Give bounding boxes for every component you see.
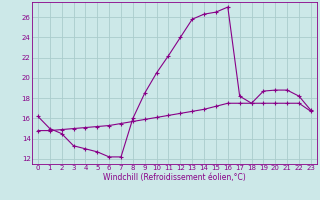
X-axis label: Windchill (Refroidissement éolien,°C): Windchill (Refroidissement éolien,°C) xyxy=(103,173,246,182)
